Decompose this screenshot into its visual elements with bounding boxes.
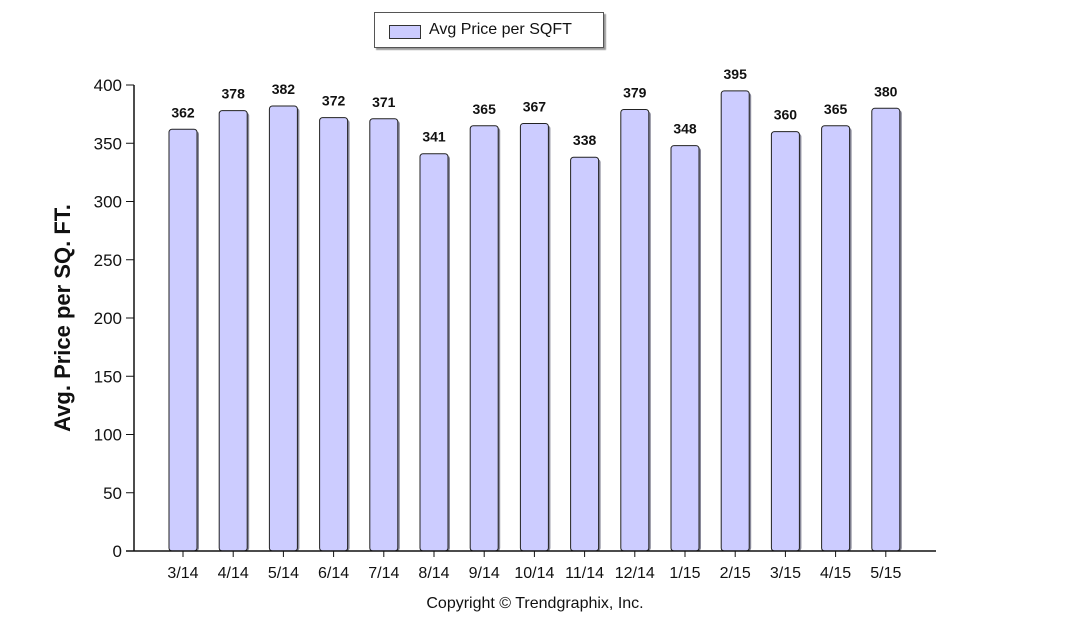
y-tick-label: 100	[94, 426, 122, 445]
bar-5-14	[268, 105, 298, 552]
x-ticks-layer: 3/14 4/14 5/14 6/14 7/14 8/14 9/14 10/14 11/14 12…	[167, 551, 901, 582]
y-tick-label: 200	[94, 309, 122, 328]
y-tick-label: 150	[94, 367, 122, 386]
legend-label: Avg Price per SQFT	[429, 21, 572, 38]
bar-8-14	[419, 153, 449, 552]
bar-value-label: 360	[774, 107, 798, 123]
bar-value-label: 371	[372, 94, 396, 110]
x-tick-label: 4/14	[218, 565, 249, 582]
bar-3-14	[168, 128, 198, 552]
bar-1-15	[670, 145, 700, 552]
x-tick-label: 4/15	[820, 565, 851, 582]
y-tick-label: 350	[94, 134, 122, 153]
bar-11-14	[570, 156, 600, 552]
copyright-text: Copyright © Trendgraphix, Inc.	[426, 595, 644, 612]
bar-value-label: 395	[724, 66, 748, 82]
x-tick-label: 12/14	[615, 565, 655, 582]
bar-value-label: 379	[623, 84, 647, 100]
bar-7-14	[369, 118, 399, 552]
chart-legend: Avg Price per SQFT	[374, 12, 604, 48]
bar-value-label: 365	[824, 101, 848, 117]
bar-value-label: 380	[874, 83, 898, 99]
x-tick-label: 1/15	[669, 565, 700, 582]
bar-4-15	[821, 125, 851, 552]
y-axis-label: Avg. Price per SQ. FT.	[50, 204, 75, 432]
x-tick-label: 5/14	[268, 565, 299, 582]
bar-value-label: 348	[673, 121, 697, 137]
bar-9-14	[469, 125, 499, 552]
x-tick-label: 5/15	[870, 565, 901, 582]
x-tick-label: 2/15	[720, 565, 751, 582]
x-tick-label: 3/14	[167, 565, 198, 582]
bar-value-label: 338	[573, 132, 597, 148]
bar-value-label: 372	[322, 93, 346, 109]
x-tick-label: 3/15	[770, 565, 801, 582]
x-tick-label: 6/14	[318, 565, 349, 582]
x-tick-label: 9/14	[469, 565, 500, 582]
x-tick-label: 11/14	[565, 565, 604, 582]
bar-value-label: 378	[222, 86, 246, 102]
bar-value-label: 382	[272, 81, 296, 97]
y-tick-label: 400	[94, 76, 122, 95]
legend-swatch	[389, 25, 421, 39]
y-tick-label: 50	[103, 484, 122, 503]
x-tick-label: 8/14	[418, 565, 449, 582]
bars-layer	[168, 90, 902, 552]
bar-value-label: 365	[473, 101, 497, 117]
x-tick-label: 10/14	[514, 565, 554, 582]
bar-value-label: 341	[422, 129, 446, 145]
x-tick-label: 7/14	[368, 565, 399, 582]
y-tick-label: 300	[94, 193, 122, 212]
bar-2-15	[720, 90, 750, 552]
bar-6-14	[319, 117, 349, 552]
bar-value-label: 367	[523, 98, 547, 114]
bar-10-14	[519, 122, 549, 552]
bar-value-label: 362	[171, 104, 195, 120]
bar-3-15	[770, 131, 800, 552]
y-ticks-layer: 0 50 100 150 200 250 300 350 400	[94, 76, 134, 561]
bar-4-14	[218, 110, 248, 552]
y-tick-label: 250	[94, 251, 122, 270]
bar-5-15	[871, 107, 901, 552]
value-labels-layer: 362 378 382 372 371 341 365 367 338 379 348 395 360 3…	[171, 66, 897, 148]
bar-12-14	[620, 108, 650, 552]
y-tick-label: 0	[113, 542, 122, 561]
